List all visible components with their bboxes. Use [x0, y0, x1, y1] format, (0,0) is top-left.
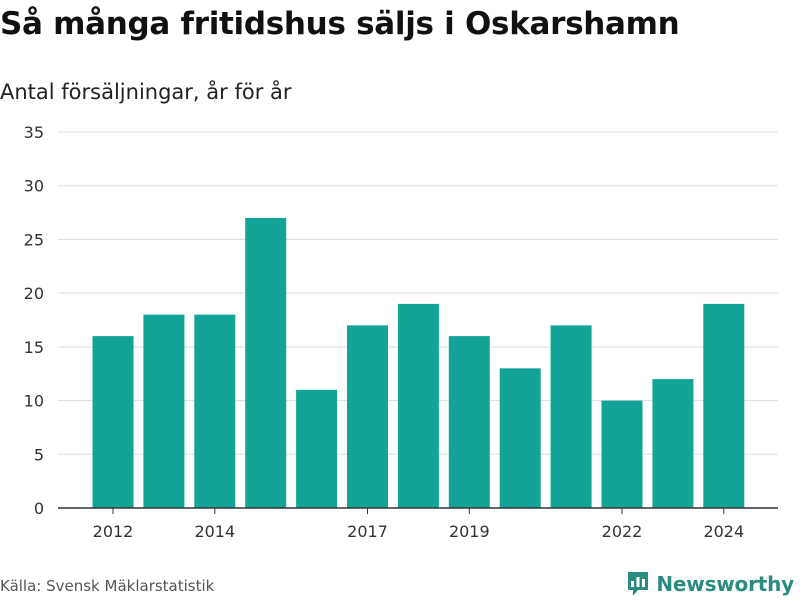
- bars: [92, 217, 745, 508]
- y-tick-label: 30: [24, 177, 44, 196]
- source-note: Källa: Svensk Mäklarstatistik: [0, 577, 215, 595]
- x-tick-label: 2019: [449, 522, 490, 541]
- bar-2021: [550, 325, 592, 508]
- chart-subtitle: Antal försäljningar, år för år: [0, 80, 292, 104]
- bar-2013: [143, 314, 185, 508]
- brand-name: Newsworthy: [656, 572, 794, 596]
- y-tick-label: 35: [24, 123, 44, 142]
- y-tick-label: 15: [24, 338, 44, 357]
- bar-2016: [296, 389, 338, 508]
- y-tick-label: 10: [24, 392, 44, 411]
- y-tick-label: 25: [24, 230, 44, 249]
- bar-2023: [652, 379, 694, 508]
- bar-2024: [703, 303, 745, 508]
- bar-2014: [194, 314, 236, 508]
- bar-2022: [601, 400, 643, 508]
- x-tick-label: 2017: [347, 522, 388, 541]
- y-tick-label: 5: [34, 445, 44, 464]
- x-axis-ticks: 2012 2014 2017 2019 2022 2024: [93, 508, 744, 541]
- x-tick-label: 2014: [194, 522, 235, 541]
- chart-title: Så många fritidshus säljs i Oskarshamn: [0, 6, 680, 42]
- y-tick-label: 20: [24, 284, 44, 303]
- bar-2017: [347, 325, 388, 508]
- newsworthy-logo: Newsworthy: [626, 569, 794, 599]
- bar-chart-logo-icon: [628, 572, 649, 596]
- bar-2012: [92, 336, 134, 508]
- bar-chart: 0 5 10 15 20 25 30 35 2012 2014 2017 2019 2022 2024: [24, 123, 778, 541]
- bar-2020: [499, 368, 541, 508]
- bar-2019: [448, 336, 490, 508]
- x-tick-label: 2012: [93, 522, 134, 541]
- x-tick-label: 2022: [602, 522, 643, 541]
- y-tick-label: 0: [34, 499, 44, 518]
- bar-2015: [245, 217, 287, 508]
- y-axis-ticks: 0 5 10 15 20 25 30 35: [24, 123, 44, 518]
- bar-2018: [397, 303, 439, 508]
- x-tick-label: 2024: [703, 522, 744, 541]
